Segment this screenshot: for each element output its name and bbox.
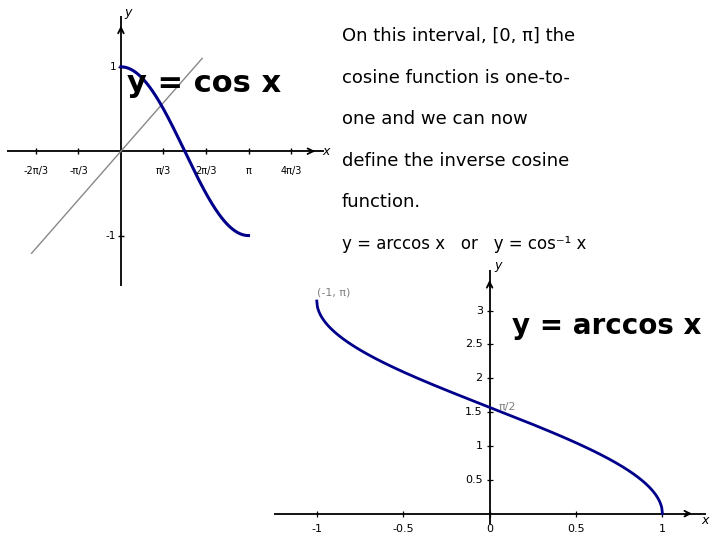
Text: 0: 0 — [486, 524, 493, 534]
Text: 1: 1 — [476, 441, 482, 451]
Text: cosine function is one-to-: cosine function is one-to- — [342, 69, 570, 86]
Text: 1.5: 1.5 — [465, 407, 482, 417]
Text: define the inverse cosine: define the inverse cosine — [342, 152, 570, 170]
Text: -2π/3: -2π/3 — [23, 166, 48, 177]
Text: 1: 1 — [659, 524, 666, 534]
Text: y = arccos x   or   y = cos⁻¹ x: y = arccos x or y = cos⁻¹ x — [342, 235, 586, 253]
Text: -1: -1 — [311, 524, 323, 534]
Text: -π/3: -π/3 — [69, 166, 88, 177]
Text: On this interval, [0, π] the: On this interval, [0, π] the — [342, 27, 575, 45]
Text: x: x — [702, 514, 709, 527]
Text: y: y — [124, 6, 132, 19]
Text: x: x — [322, 145, 329, 158]
Text: y = cos x: y = cos x — [127, 69, 281, 98]
Text: (-1, π): (-1, π) — [317, 288, 350, 298]
Text: one and we can now: one and we can now — [342, 110, 528, 128]
Text: y = arccos x: y = arccos x — [511, 312, 701, 340]
Text: function.: function. — [342, 193, 421, 211]
Text: -1: -1 — [106, 231, 116, 241]
Text: 2π/3: 2π/3 — [195, 166, 217, 177]
Text: -0.5: -0.5 — [392, 524, 414, 534]
Text: 1: 1 — [109, 62, 116, 72]
Text: π/3: π/3 — [156, 166, 171, 177]
Text: π/2: π/2 — [498, 402, 516, 413]
Text: 0.5: 0.5 — [567, 524, 585, 534]
Text: 3: 3 — [476, 306, 482, 315]
Text: 2: 2 — [476, 373, 482, 383]
Text: y: y — [495, 259, 502, 272]
Text: 2.5: 2.5 — [465, 340, 482, 349]
Text: 0.5: 0.5 — [465, 475, 482, 485]
Text: 4π/3: 4π/3 — [280, 166, 302, 177]
Text: π: π — [246, 166, 251, 177]
